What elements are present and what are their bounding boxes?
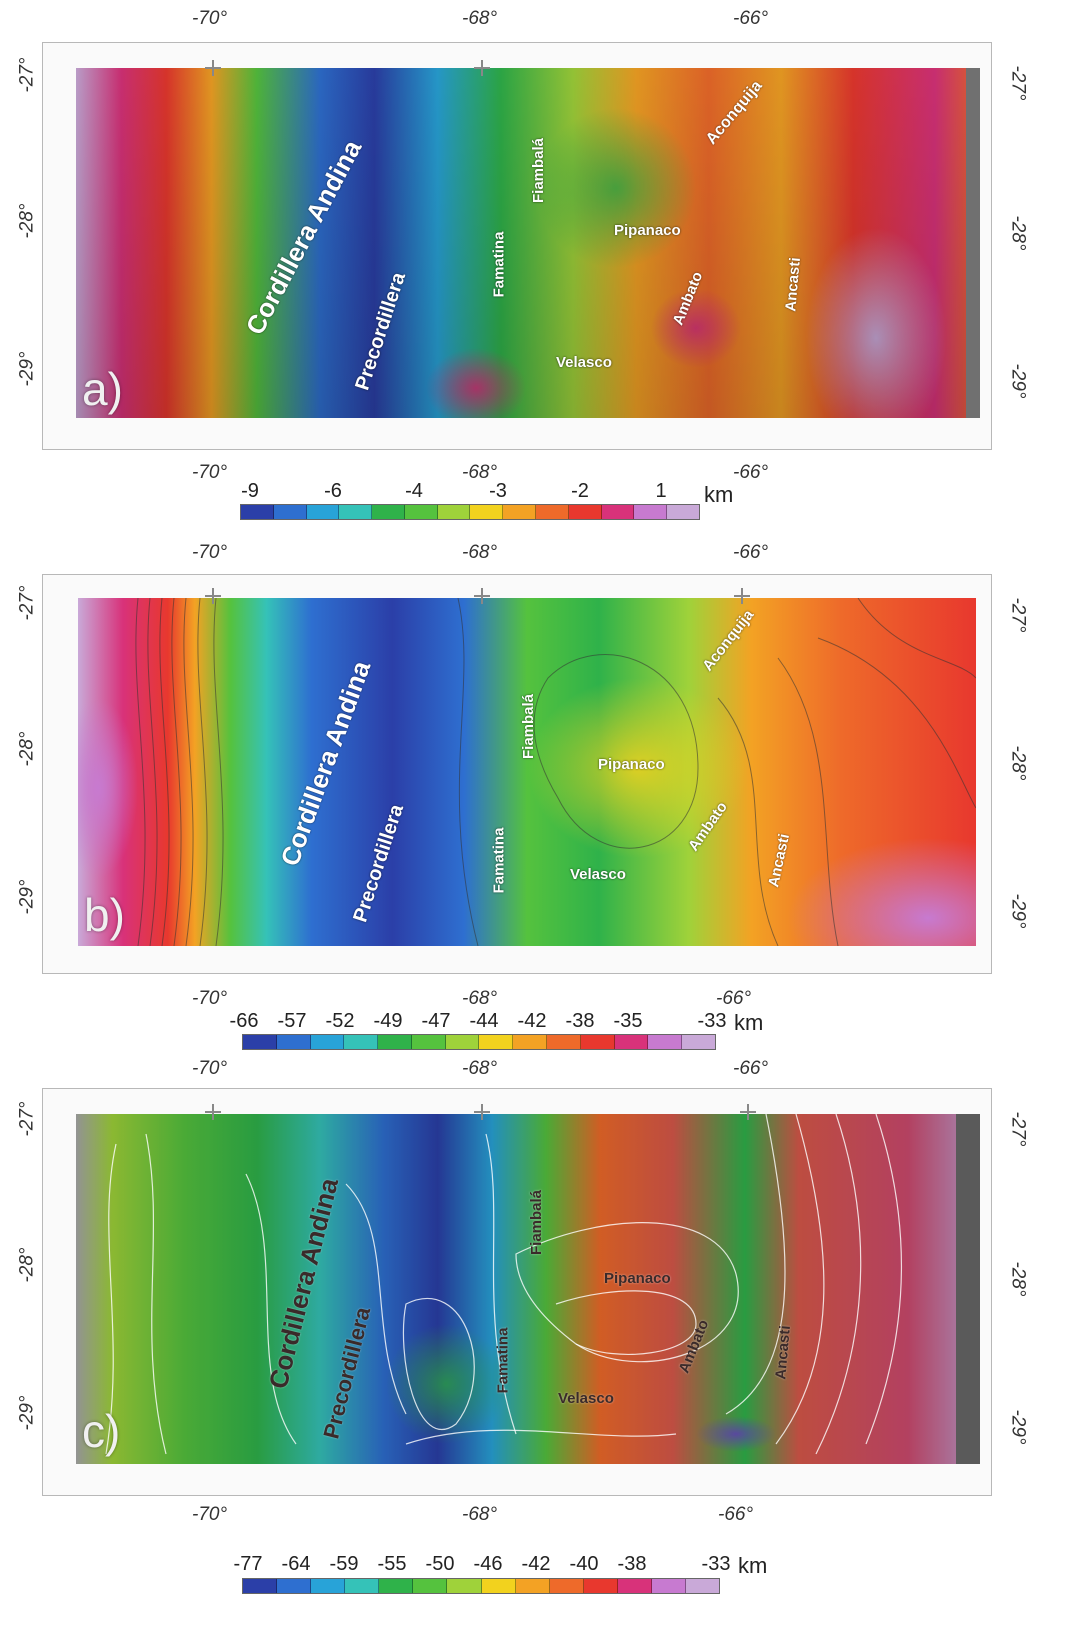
top-lon-tick: -68° <box>462 8 498 29</box>
grid-cross <box>474 588 490 604</box>
left-lat-tick: -27° <box>16 1101 38 1137</box>
bottom-lon-tick: -66° <box>718 1504 754 1525</box>
right-lat-tick: -27° <box>1007 597 1029 633</box>
colorbar-tick: -47 <box>421 1010 451 1032</box>
colorbar-tick: -38 <box>617 1553 647 1575</box>
bottom-lon-tick: -68° <box>462 1504 498 1525</box>
top-lon-tick: -70° <box>192 8 228 29</box>
colorbar-unit: km <box>734 1010 764 1035</box>
right-lat-tick: -28° <box>1007 215 1029 251</box>
left-lat-tick: -27° <box>16 57 38 93</box>
grid-cross <box>474 60 490 76</box>
right-lat-tick: -29° <box>1007 363 1029 399</box>
panel-letter: a) <box>82 363 123 415</box>
region-label: Famatina <box>490 231 508 298</box>
left-lat-tick: -29° <box>16 351 38 387</box>
grid-cross <box>734 588 750 604</box>
region-label: Velasco <box>556 354 612 371</box>
colorbar-tick: -64 <box>281 1553 311 1575</box>
region-label: Fiambalá <box>530 137 548 204</box>
left-lat-tick: -28° <box>16 1247 38 1283</box>
region-label: Velasco <box>570 866 626 883</box>
top-lon-tick: -66° <box>733 8 769 29</box>
top-lon-tick: -68° <box>462 1058 498 1079</box>
depth-map-b <box>78 598 976 946</box>
grid-cross <box>205 588 221 604</box>
colorbar-tick: -33 <box>697 1010 727 1032</box>
colorbar-tick: -55 <box>377 1553 407 1575</box>
top-lon-tick: -70° <box>192 542 228 563</box>
colorbar-tick: -50 <box>425 1553 455 1575</box>
grid-cross <box>740 1104 756 1120</box>
colorbar-tick: -46 <box>473 1553 503 1575</box>
colorbar-tick: -38 <box>565 1010 595 1032</box>
top-lon-tick: -66° <box>733 542 769 563</box>
colorbar-tick: -44 <box>469 1010 499 1032</box>
colorbar-tick: -35 <box>613 1010 643 1032</box>
panel-letter: b) <box>84 889 125 941</box>
right-lat-tick: -29° <box>1007 1409 1029 1445</box>
colorbar-tick: -42 <box>521 1553 551 1575</box>
colorbar-tick: -77 <box>233 1553 263 1575</box>
depth-map-c <box>76 1114 980 1464</box>
colorbar-tick: -40 <box>569 1553 599 1575</box>
region-label: Fiambalá <box>528 1189 546 1256</box>
bottom-lon-tick: -70° <box>192 1504 228 1525</box>
right-lat-tick: -27° <box>1007 65 1029 101</box>
left-lat-tick: -29° <box>16 879 38 915</box>
left-lat-tick: -28° <box>16 203 38 239</box>
colorbar <box>240 504 700 520</box>
colorbar-tick: -4 <box>405 480 423 502</box>
colorbar-tick: -33 <box>701 1553 731 1575</box>
colorbar-tick: -9 <box>241 480 259 502</box>
panel-letter: c) <box>82 1405 121 1457</box>
colorbar <box>242 1034 716 1050</box>
region-label: Pipanaco <box>614 222 681 239</box>
region-label: Famatina <box>494 1327 512 1394</box>
region-label: Famatina <box>490 827 508 894</box>
colorbar-tick: -59 <box>329 1553 359 1575</box>
colorbar <box>242 1578 720 1594</box>
bottom-lon-tick: -70° <box>192 462 228 483</box>
colorbar-tick: -66 <box>229 1010 259 1032</box>
bottom-lon-tick: -68° <box>462 988 498 1009</box>
colorbar-tick: -52 <box>325 1010 355 1032</box>
bottom-lon-tick: -66° <box>733 462 769 483</box>
right-lat-tick: -28° <box>1007 745 1029 781</box>
bottom-lon-tick: -70° <box>192 988 228 1009</box>
colorbar-tick: -49 <box>373 1010 403 1032</box>
colorbar-tick: -6 <box>324 480 342 502</box>
grid-cross <box>474 1104 490 1120</box>
grid-cross <box>205 60 221 76</box>
left-lat-tick: -27° <box>16 585 38 621</box>
grid-cross <box>205 1104 221 1120</box>
bottom-lon-tick: -66° <box>716 988 752 1009</box>
top-lon-tick: -70° <box>192 1058 228 1079</box>
colorbar-tick: -3 <box>489 480 507 502</box>
region-label: Velasco <box>558 1390 614 1407</box>
right-lat-tick: -27° <box>1007 1111 1029 1147</box>
region-label: Pipanaco <box>604 1270 671 1287</box>
colorbar-tick: -57 <box>277 1010 307 1032</box>
colorbar-tick: 1 <box>655 480 667 502</box>
top-lon-tick: -68° <box>462 542 498 563</box>
top-lon-tick: -66° <box>733 1058 769 1079</box>
colorbar-unit: km <box>738 1553 768 1578</box>
right-lat-tick: -29° <box>1007 893 1029 929</box>
region-label: Pipanaco <box>598 756 665 773</box>
left-lat-tick: -29° <box>16 1395 38 1431</box>
region-label: Fiambalá <box>520 693 538 760</box>
right-lat-tick: -28° <box>1007 1261 1029 1297</box>
colorbar-tick: -2 <box>571 480 589 502</box>
left-lat-tick: -28° <box>16 731 38 767</box>
colorbar-unit: km <box>704 482 734 507</box>
bottom-lon-tick: -68° <box>462 462 498 483</box>
depth-map-a <box>76 68 980 418</box>
colorbar-tick: -42 <box>517 1010 547 1032</box>
